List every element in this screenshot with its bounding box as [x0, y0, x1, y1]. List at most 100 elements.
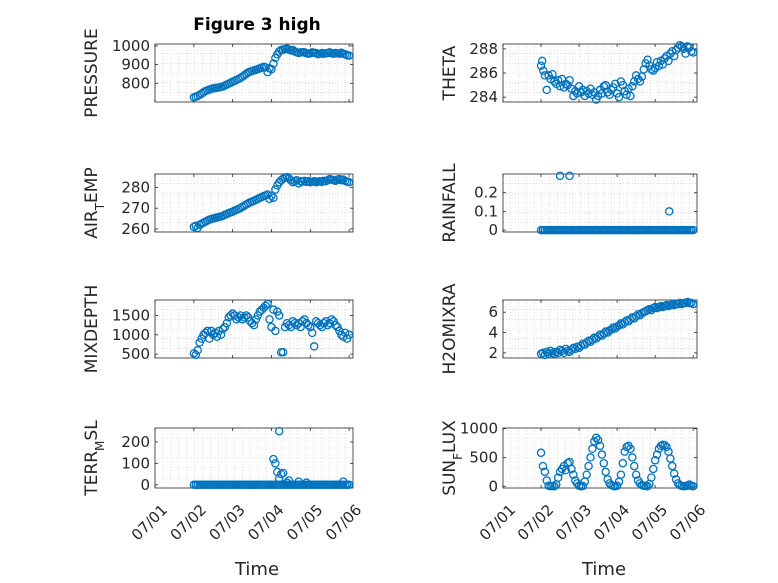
- data-point: [647, 65, 656, 74]
- data-point: [302, 478, 311, 487]
- y-tick-label: 288: [469, 40, 498, 58]
- data-point: [539, 66, 548, 75]
- data-point: [688, 482, 698, 491]
- y-axis-label-subscript: F: [451, 453, 465, 460]
- data-point: [271, 459, 280, 468]
- data-point: [582, 470, 591, 479]
- data-point: [643, 482, 652, 491]
- y-tick-label: 280: [121, 178, 150, 196]
- data-point: [563, 458, 572, 468]
- data-point: [683, 481, 692, 490]
- y-axis-label: H2OMIXRA: [440, 283, 460, 374]
- data-point: [656, 441, 666, 451]
- data-point: [538, 348, 548, 358]
- y-axis-label-main: TERR: [82, 451, 102, 497]
- y-axis-label-rest: LUX: [440, 420, 460, 453]
- data-point: [542, 476, 551, 485]
- data-point: [294, 477, 303, 486]
- data-point: [584, 461, 593, 471]
- axes-box: [502, 427, 698, 489]
- data-point: [586, 453, 595, 462]
- data-point: [550, 349, 559, 359]
- data-point: [193, 346, 202, 355]
- y-tick-label: 0: [488, 477, 498, 495]
- y-tick-label: 0: [488, 221, 498, 239]
- data-point: [331, 176, 340, 186]
- data-point: [249, 320, 259, 330]
- data-point: [269, 193, 278, 203]
- data-point: [647, 473, 656, 482]
- data-point: [618, 458, 628, 468]
- data-point: [673, 43, 683, 52]
- data-point: [282, 478, 292, 487]
- data-point: [687, 47, 696, 56]
- data-point: [628, 82, 637, 91]
- data-point: [649, 464, 658, 474]
- data-point: [307, 328, 317, 338]
- y-axis-label-main: AIR: [82, 210, 102, 239]
- y-axis-label: PRESSURE: [82, 28, 102, 117]
- data-point: [261, 63, 270, 72]
- subplot-3: 260 270 280 AIRTEMP: [82, 167, 354, 239]
- figure-title: Figure 3 high: [193, 15, 321, 35]
- data-point: [671, 475, 681, 484]
- y-axis-label-main: MIXDEPTH: [82, 285, 102, 374]
- data-point: [344, 51, 354, 60]
- data-point: [666, 454, 675, 463]
- y-axis-label-rest: EMP: [82, 167, 102, 203]
- data-point: [601, 467, 610, 477]
- y-tick-label: 1000: [112, 37, 150, 55]
- data-point: [344, 330, 354, 340]
- data-point: [263, 299, 272, 309]
- y-tick-label: 500: [121, 345, 150, 363]
- data-point: [536, 61, 546, 71]
- axes-box: [154, 43, 354, 103]
- data-point: [616, 470, 626, 479]
- data-point: [654, 61, 664, 71]
- data-point: [584, 89, 593, 98]
- data-point: [267, 65, 276, 74]
- data-point: [542, 85, 551, 95]
- data-point: [603, 475, 612, 484]
- data-point: [296, 322, 305, 332]
- y-axis-label: AIRTEMP: [82, 167, 107, 238]
- y-axis-label: THETA: [440, 45, 460, 101]
- data-point: [628, 453, 637, 462]
- y-tick-label: 100: [121, 454, 150, 472]
- data-point: [629, 461, 639, 471]
- data-point: [537, 56, 547, 66]
- data-point: [309, 342, 319, 351]
- data-point: [612, 481, 622, 490]
- y-tick-label: 0.2: [474, 184, 498, 202]
- y-tick-label: 800: [121, 74, 150, 92]
- data-point: [226, 311, 235, 320]
- data-point: [271, 326, 280, 336]
- data-point: [650, 456, 660, 465]
- data-point: [626, 444, 635, 454]
- y-tick-label: 1500: [112, 306, 150, 324]
- data-point: [278, 174, 288, 184]
- data-point: [274, 474, 284, 483]
- data-point: [664, 207, 674, 216]
- data-point: [588, 444, 597, 454]
- data-point: [668, 461, 677, 471]
- data-point: [635, 77, 645, 86]
- y-axis-label-subscript: M: [93, 441, 107, 451]
- data-point: [203, 326, 212, 336]
- y-axis-label-main: PRESSURE: [82, 28, 102, 117]
- data-point: [222, 318, 232, 328]
- data-point: [216, 330, 226, 340]
- data-point: [284, 476, 294, 485]
- x-axis-label-right: Time: [581, 559, 626, 580]
- data-point: [269, 454, 278, 464]
- subplot-6: 2 4 6 H2OMIXRA: [440, 283, 698, 375]
- data-point: [327, 315, 336, 324]
- data-point: [274, 426, 284, 436]
- data-point: [240, 313, 249, 322]
- data-point: [536, 448, 546, 458]
- data-point: [643, 55, 652, 64]
- data-point: [267, 191, 276, 200]
- data-point: [218, 324, 228, 334]
- data-point: [649, 66, 658, 75]
- data-point: [261, 301, 270, 311]
